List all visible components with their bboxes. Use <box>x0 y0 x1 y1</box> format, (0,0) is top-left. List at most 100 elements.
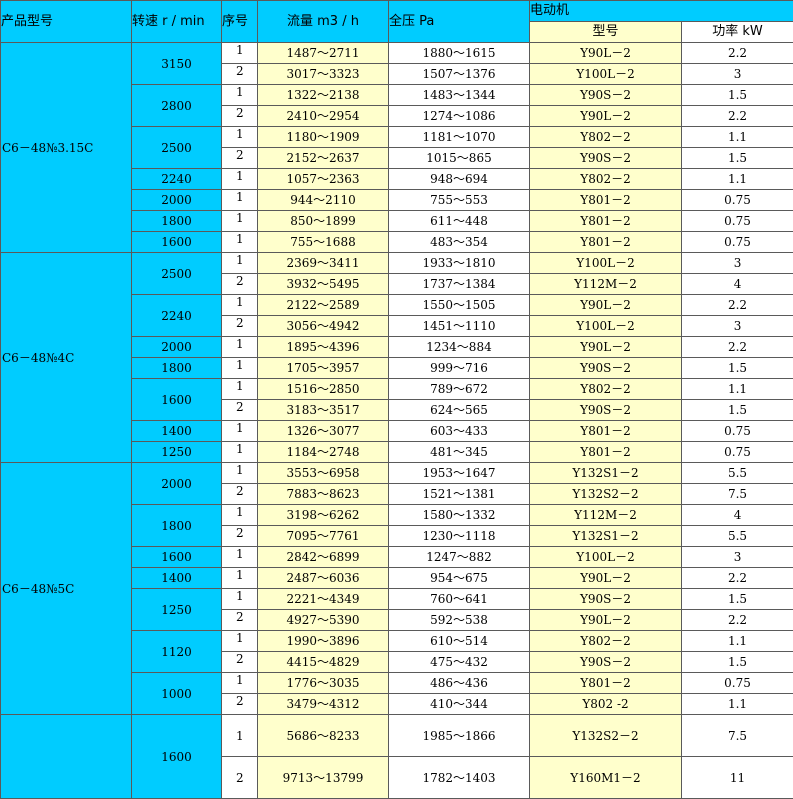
power-cell: 1.1 <box>682 694 793 715</box>
pressure-cell: 475～432 <box>389 652 530 673</box>
seq-cell: 1 <box>222 43 258 64</box>
pressure-cell: 1985～1866 <box>389 715 530 757</box>
power-cell: 1.5 <box>682 85 793 106</box>
flow-cell: 7883～8623 <box>258 484 389 505</box>
flow-cell: 755～1688 <box>258 232 389 253</box>
product-model-cell <box>1 715 132 799</box>
motor-type-cell: Y90L－2 <box>530 568 682 589</box>
flow-cell: 850～1899 <box>258 211 389 232</box>
pressure-cell: 1483～1344 <box>389 85 530 106</box>
header-power: 功率 kW <box>682 22 793 43</box>
seq-cell: 2 <box>222 484 258 505</box>
motor-type-cell: Y801－2 <box>530 673 682 694</box>
speed-cell: 1120 <box>132 631 222 673</box>
flow-cell: 1057～2363 <box>258 169 389 190</box>
header-motor-type: 型号 <box>530 22 682 43</box>
power-cell: 0.75 <box>682 673 793 694</box>
speed-cell: 1600 <box>132 547 222 568</box>
power-cell: 0.75 <box>682 442 793 463</box>
pressure-cell: 610～514 <box>389 631 530 652</box>
pressure-cell: 755～553 <box>389 190 530 211</box>
seq-cell: 1 <box>222 715 258 757</box>
seq-cell: 1 <box>222 127 258 148</box>
seq-cell: 1 <box>222 631 258 652</box>
pressure-cell: 1451～1110 <box>389 316 530 337</box>
seq-cell: 1 <box>222 589 258 610</box>
motor-type-cell: Y100L－2 <box>530 547 682 568</box>
power-cell: 2.2 <box>682 43 793 64</box>
pressure-cell: 603～433 <box>389 421 530 442</box>
power-cell: 3 <box>682 316 793 337</box>
flow-cell: 1184～2748 <box>258 442 389 463</box>
seq-cell: 1 <box>222 85 258 106</box>
seq-cell: 2 <box>222 652 258 673</box>
seq-cell: 1 <box>222 505 258 526</box>
seq-cell: 1 <box>222 211 258 232</box>
flow-cell: 1326～3077 <box>258 421 389 442</box>
seq-cell: 1 <box>222 568 258 589</box>
motor-type-cell: Y90S－2 <box>530 589 682 610</box>
pressure-cell: 948～694 <box>389 169 530 190</box>
motor-type-cell: Y132S1－2 <box>530 526 682 547</box>
pressure-cell: 1274～1086 <box>389 106 530 127</box>
power-cell: 3 <box>682 547 793 568</box>
seq-cell: 2 <box>222 400 258 421</box>
pressure-cell: 760～641 <box>389 589 530 610</box>
motor-type-cell: Y801－2 <box>530 421 682 442</box>
flow-cell: 1180～1909 <box>258 127 389 148</box>
motor-type-cell: Y90S－2 <box>530 85 682 106</box>
power-cell: 2.2 <box>682 295 793 316</box>
motor-type-cell: Y112M－2 <box>530 274 682 295</box>
speed-cell: 2240 <box>132 295 222 337</box>
power-cell: 2.2 <box>682 106 793 127</box>
motor-type-cell: Y801－2 <box>530 190 682 211</box>
flow-cell: 2487～6036 <box>258 568 389 589</box>
speed-cell: 2000 <box>132 337 222 358</box>
power-cell: 7.5 <box>682 484 793 505</box>
power-cell: 3 <box>682 64 793 85</box>
flow-cell: 4415～4829 <box>258 652 389 673</box>
pressure-cell: 481～345 <box>389 442 530 463</box>
seq-cell: 2 <box>222 64 258 85</box>
pressure-cell: 611～448 <box>389 211 530 232</box>
power-cell: 5.5 <box>682 526 793 547</box>
pressure-cell: 483～354 <box>389 232 530 253</box>
flow-cell: 3932～5495 <box>258 274 389 295</box>
power-cell: 4 <box>682 274 793 295</box>
motor-type-cell: Y90S－2 <box>530 148 682 169</box>
speed-cell: 1800 <box>132 505 222 547</box>
speed-cell: 2240 <box>132 169 222 190</box>
flow-cell: 2842～6899 <box>258 547 389 568</box>
speed-cell: 1600 <box>132 379 222 421</box>
power-cell: 7.5 <box>682 715 793 757</box>
power-cell: 3 <box>682 253 793 274</box>
speed-cell: 1400 <box>132 421 222 442</box>
seq-cell: 1 <box>222 673 258 694</box>
motor-type-cell: Y112M－2 <box>530 505 682 526</box>
power-cell: 1.5 <box>682 148 793 169</box>
speed-cell: 2000 <box>132 190 222 211</box>
seq-cell: 2 <box>222 106 258 127</box>
motor-type-cell: Y90L－2 <box>530 106 682 127</box>
motor-type-cell: Y90L－2 <box>530 610 682 631</box>
power-cell: 1.1 <box>682 127 793 148</box>
pressure-cell: 592～538 <box>389 610 530 631</box>
seq-cell: 1 <box>222 379 258 400</box>
header-seq: 序号 <box>222 1 258 43</box>
flow-cell: 5686～8233 <box>258 715 389 757</box>
seq-cell: 1 <box>222 463 258 484</box>
seq-cell: 2 <box>222 148 258 169</box>
speed-cell: 3150 <box>132 43 222 85</box>
power-cell: 2.2 <box>682 337 793 358</box>
motor-type-cell: Y100L－2 <box>530 64 682 85</box>
motor-type-cell: Y801－2 <box>530 232 682 253</box>
speed-cell: 1250 <box>132 442 222 463</box>
power-cell: 1.5 <box>682 652 793 673</box>
header-flow: 流量 m3 / h <box>258 1 389 43</box>
flow-cell: 1895～4396 <box>258 337 389 358</box>
motor-type-cell: Y160M1－2 <box>530 757 682 799</box>
pressure-cell: 1782～1403 <box>389 757 530 799</box>
power-cell: 0.75 <box>682 211 793 232</box>
motor-type-cell: Y100L－2 <box>530 316 682 337</box>
